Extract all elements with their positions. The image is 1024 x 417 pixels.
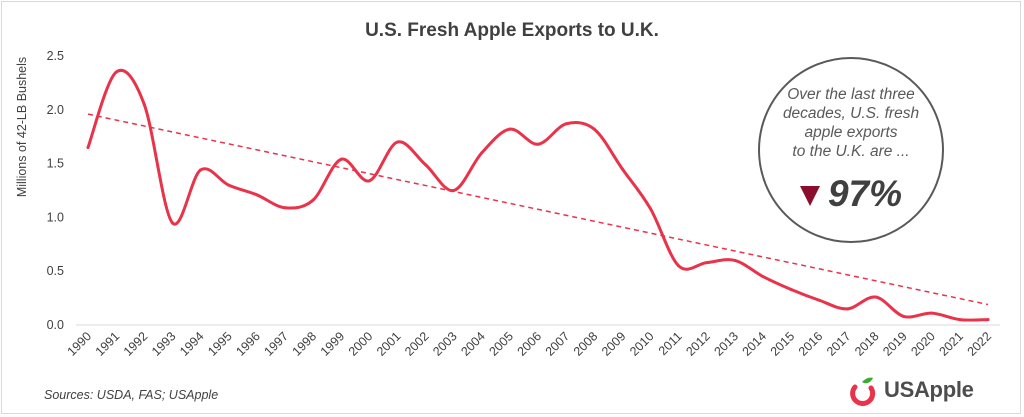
x-tick-label: 2020	[908, 329, 938, 359]
data-point-2006	[536, 142, 540, 146]
x-tick-label: 2006	[515, 329, 545, 359]
data-point-2020	[930, 311, 934, 315]
data-point-1991	[114, 70, 118, 74]
data-point-2008	[592, 127, 596, 131]
y-axis-label: Millions of 42-LB Bushels	[15, 56, 29, 198]
data-point-1994	[199, 168, 202, 172]
x-tick-label: 2019	[880, 329, 910, 359]
x-tick-label: 2017	[824, 329, 854, 359]
x-tick-label: 2014	[740, 329, 770, 359]
data-point-2015	[789, 287, 793, 291]
x-tick-label: 2021	[936, 329, 966, 359]
callout-line-2: decades, U.S. fresh	[782, 105, 920, 122]
x-tick-label: 2010	[627, 329, 657, 359]
data-point-1990	[86, 145, 90, 149]
x-axis-ticks: 1990199119921993199419951996199719981999…	[65, 329, 995, 359]
x-tick-label: 1999	[318, 329, 348, 359]
x-tick-label: 2000	[346, 329, 376, 359]
callout-percent: 97%	[827, 173, 903, 214]
x-tick-label: 1991	[93, 329, 123, 359]
usapple-logo: USApple	[846, 374, 974, 406]
data-point-1999	[339, 157, 343, 161]
x-tick-label: 1997	[261, 329, 291, 359]
data-point-2021	[958, 318, 962, 322]
x-tick-label: 1995	[205, 329, 235, 359]
trend-line	[87, 113, 989, 306]
callout-circle: Over the last three decades, U.S. fresh …	[758, 57, 944, 243]
y-tick-label: 1.0	[47, 210, 64, 224]
data-point-1998	[311, 198, 315, 202]
chart-title: U.S. Fresh Apple Exports to U.K.	[365, 20, 659, 41]
callout-line-1: Over the last three	[787, 86, 915, 103]
x-tick-label: 1992	[121, 329, 151, 359]
data-point-2013	[733, 258, 737, 262]
y-tick-label: 0.5	[47, 264, 64, 278]
data-point-2010	[649, 207, 652, 211]
callout-line-3: apple exports	[804, 124, 898, 141]
data-point-2018	[874, 295, 877, 299]
callout-stat: 97%	[760, 173, 942, 215]
data-point-2012	[705, 261, 709, 265]
x-tick-label: 1996	[233, 329, 263, 359]
data-point-2009	[620, 167, 624, 171]
x-tick-label: 2022	[965, 329, 995, 359]
data-point-1996	[255, 193, 259, 197]
data-point-2002	[424, 163, 427, 167]
y-tick-label: 2.5	[47, 49, 64, 63]
x-tick-label: 1993	[149, 329, 179, 359]
apple-logo-icon	[850, 377, 876, 406]
data-point-2007	[564, 122, 568, 126]
x-tick-label: 2007	[543, 329, 573, 359]
y-tick-label: 0.0	[47, 318, 64, 332]
data-point-2005	[508, 127, 512, 131]
data-point-1993	[170, 221, 174, 225]
x-tick-label: 2009	[599, 329, 629, 359]
callout-line-4: to the U.K. are ...	[792, 143, 910, 160]
down-triangle-icon	[799, 186, 820, 206]
x-tick-label: 2012	[683, 329, 713, 359]
data-point-2003	[452, 189, 456, 192]
data-point-1995	[227, 183, 231, 187]
callout-text: Over the last three decades, U.S. fresh …	[774, 85, 928, 161]
data-point-2019	[902, 314, 906, 318]
data-point-2016	[817, 298, 821, 302]
series-line	[86, 68, 990, 322]
x-tick-label: 1998	[290, 329, 320, 359]
data-point-2004	[480, 151, 484, 155]
data-point-1992	[142, 102, 146, 106]
x-tick-label: 2002	[402, 329, 432, 359]
x-tick-label: 2008	[571, 329, 601, 359]
x-tick-label: 1994	[177, 329, 207, 359]
data-point-1997	[283, 206, 287, 210]
data-point-2014	[761, 275, 765, 279]
y-tick-label: 2.0	[47, 103, 64, 117]
data-point-2011	[677, 264, 681, 268]
data-point-2022	[986, 318, 990, 322]
x-tick-label: 2004	[458, 329, 488, 359]
x-tick-label: 2015	[768, 329, 798, 359]
y-tick-label: 1.5	[47, 157, 64, 171]
y-axis-ticks: 0.0 0.5 1.0 1.5 2.0 2.5	[47, 49, 64, 332]
series-points	[86, 70, 990, 322]
x-tick-label: 2018	[852, 329, 882, 359]
data-point-2017	[845, 307, 849, 311]
x-tick-label: 2013	[711, 329, 741, 359]
source-note: Sources: USDA, FAS; USApple	[44, 388, 219, 402]
x-tick-label: 2001	[374, 329, 404, 359]
x-tick-label: 2011	[656, 329, 685, 358]
logo-text: USApple	[884, 377, 974, 402]
x-tick-label: 2005	[486, 329, 516, 359]
x-tick-label: 1990	[65, 329, 95, 359]
x-tick-label: 2016	[796, 329, 826, 359]
data-point-2001	[395, 140, 399, 144]
data-point-2000	[367, 179, 371, 183]
x-tick-label: 2003	[430, 329, 460, 359]
